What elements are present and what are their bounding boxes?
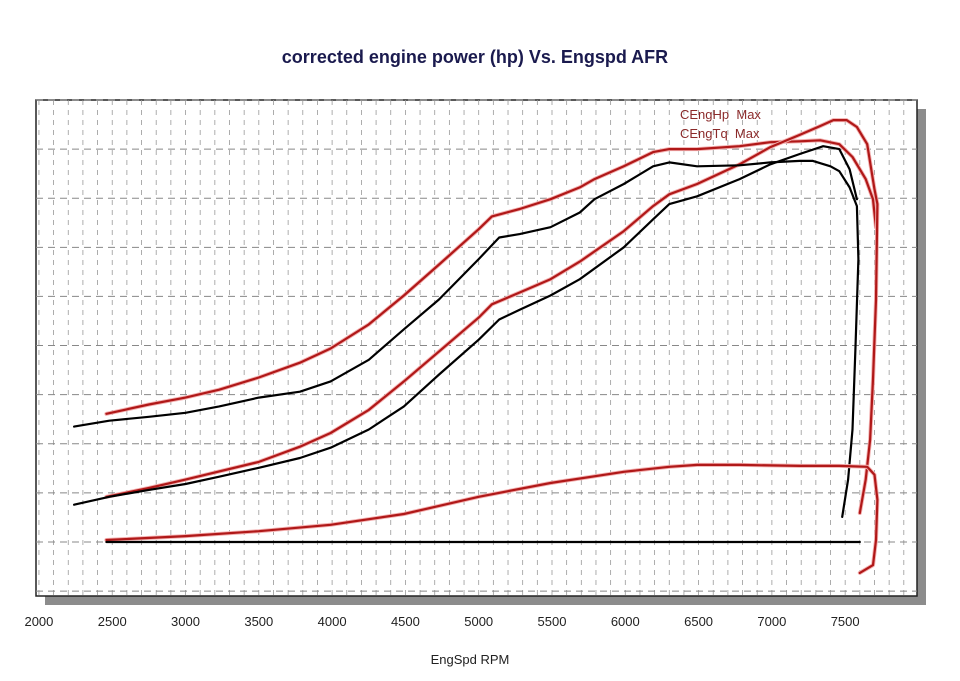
legend-entry-hp: CEngHp Max — [680, 107, 761, 122]
x-tick-label: 6500 — [684, 614, 713, 629]
x-tick-label: 3000 — [171, 614, 200, 629]
x-tick-label: 7000 — [757, 614, 786, 629]
x-tick-label: 3500 — [244, 614, 273, 629]
series-line-0 — [105, 139, 878, 415]
x-tick-label: 2000 — [24, 614, 53, 629]
x-tick-label: 5500 — [538, 614, 567, 629]
x-tick-label: 6000 — [611, 614, 640, 629]
x-tick-label: 7500 — [831, 614, 860, 629]
x-axis-label: EngSpd RPM — [431, 652, 510, 667]
series-line-3 — [72, 145, 859, 506]
x-tick-label: 4000 — [318, 614, 347, 629]
series-lines — [72, 118, 880, 575]
plot-area — [35, 99, 918, 597]
x-tick-labels: 2000 2500 3000 3500 4000 4500 5000 5500 6000 6500… — [24, 614, 859, 629]
series-line-4 — [105, 463, 879, 575]
x-tick-label: 2500 — [98, 614, 127, 629]
x-tick-label: 4500 — [391, 614, 420, 629]
x-tick-label: 5000 — [464, 614, 493, 629]
chart-title: corrected engine power (hp) Vs. Engspd A… — [282, 47, 668, 67]
grid — [36, 99, 917, 596]
series-line-1 — [105, 118, 879, 515]
series-line-2 — [72, 159, 860, 519]
legend-entry-tq: CEngTq Max — [680, 126, 760, 141]
